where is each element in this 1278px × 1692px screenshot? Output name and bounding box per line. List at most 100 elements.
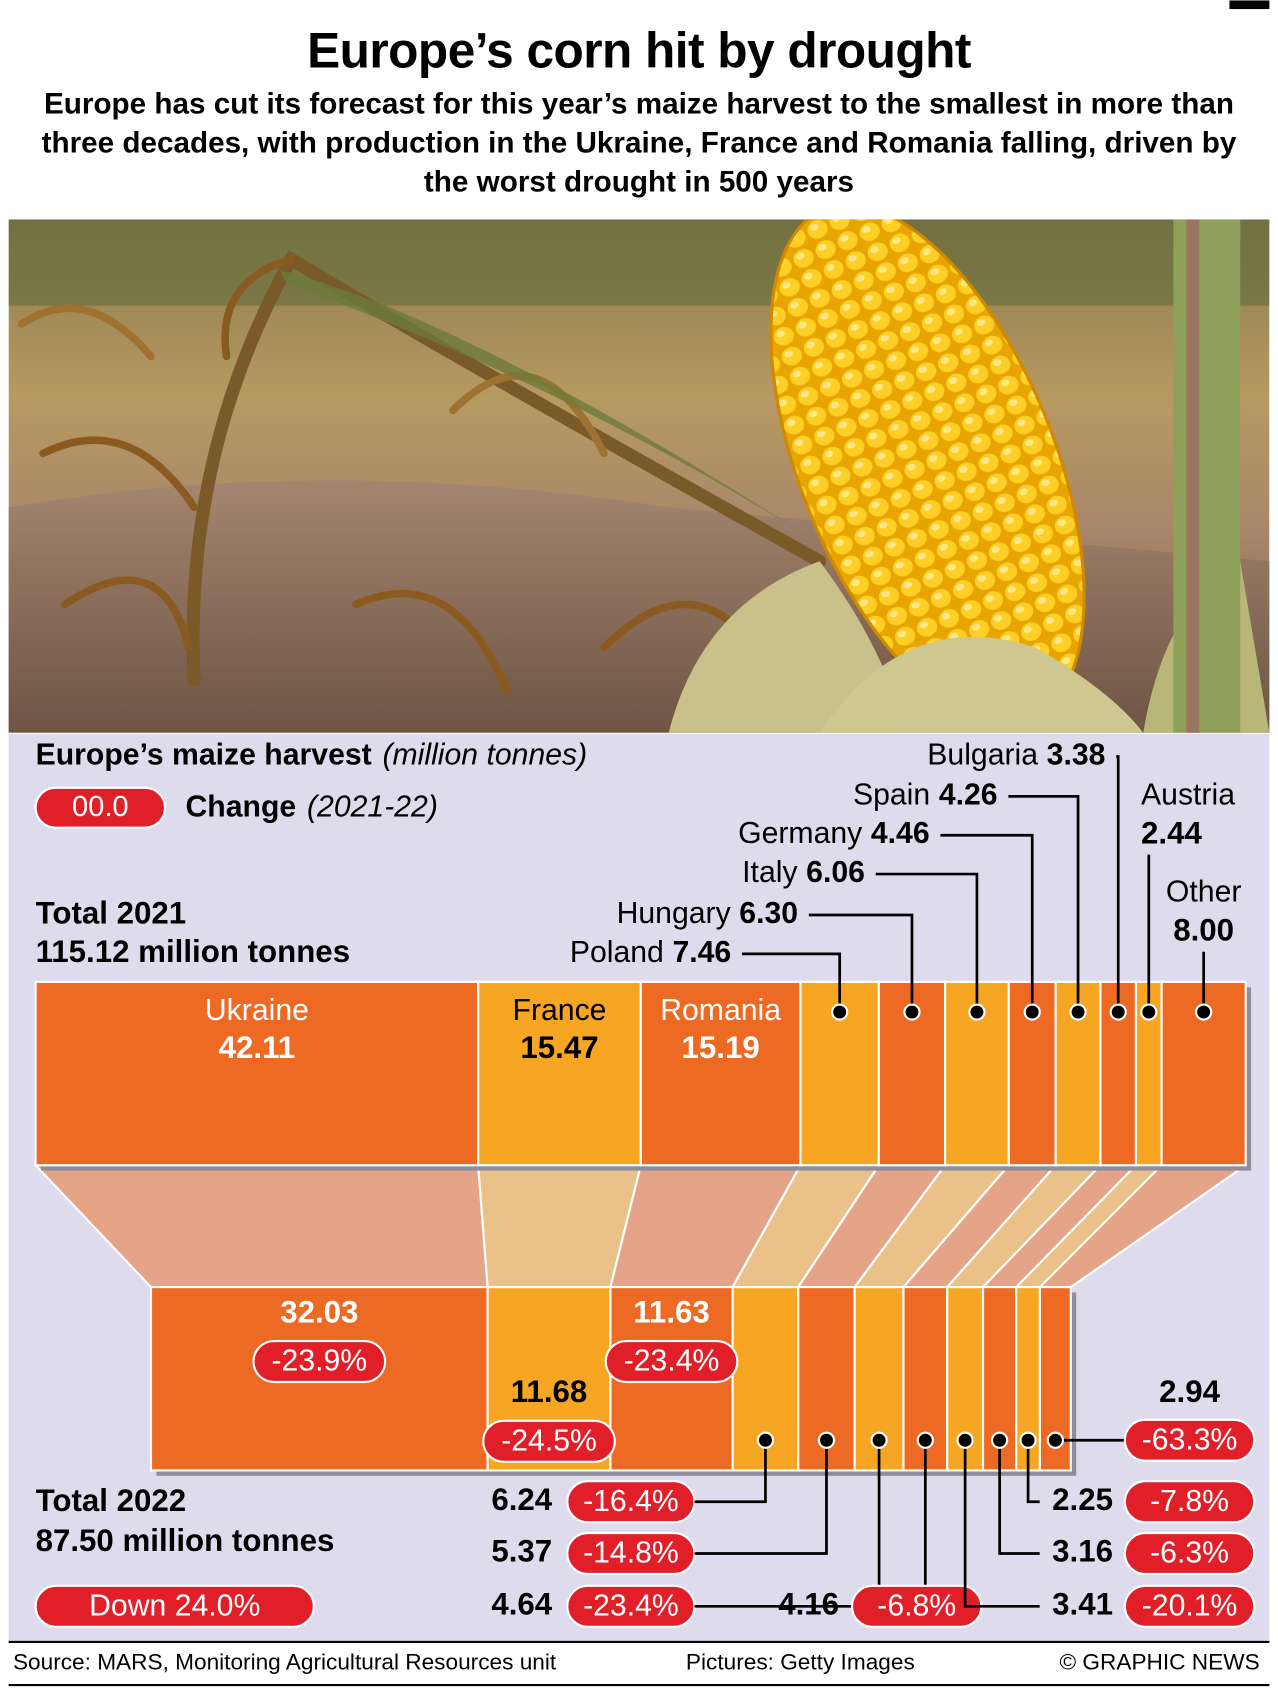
header: Europe’s corn hit by drought Europe has …	[22, 20, 1257, 201]
change-pill	[1123, 1531, 1256, 1576]
legend-label: Change	[185, 790, 296, 823]
subtitle: Europe has cut its forecast for this yea…	[41, 86, 1237, 198]
category-label: Spain	[853, 778, 930, 811]
leader-dot	[916, 1431, 934, 1449]
source: Source: MARS, Monitoring Agricultural Re…	[13, 1649, 557, 1674]
category-label: Germany	[738, 817, 863, 850]
bar-segment	[639, 980, 802, 1167]
value-label: 32.03	[280, 1294, 358, 1329]
change-pill	[1123, 1418, 1256, 1462]
legend-line: Change (2021-22)	[185, 790, 437, 823]
change-pill	[1123, 1480, 1256, 1524]
category-label: Italy	[742, 856, 798, 889]
category-label: Other	[1166, 875, 1242, 908]
change-pill	[604, 1339, 739, 1384]
bar-segment	[1007, 980, 1057, 1167]
category-value-label: Italy 6.06	[742, 856, 865, 889]
change-label: -23.4%	[583, 1589, 679, 1622]
leader-line	[694, 1440, 767, 1504]
change-label: -7.8%	[1150, 1485, 1229, 1518]
value-label: 2.44	[1141, 815, 1202, 850]
photo	[8, 219, 1270, 733]
leader-dot	[1019, 1431, 1037, 1449]
leader-line	[998, 1440, 1040, 1555]
change-label: -23.9%	[271, 1345, 367, 1378]
total-2022-name: Total 2022	[36, 1483, 187, 1518]
leader-line	[1026, 1440, 1040, 1504]
leader-line	[741, 952, 842, 1013]
legend-period: (2021-22)	[307, 790, 438, 823]
overall-change: Down 24.0%	[89, 1589, 260, 1622]
value-label: 11.63	[633, 1294, 710, 1329]
leader-dot	[1195, 1003, 1213, 1021]
value-label: 6.06	[806, 856, 865, 889]
copyright: © GRAPHIC NEWS	[1059, 1649, 1259, 1674]
change-pill	[252, 1339, 387, 1384]
value-label: 4.46	[871, 817, 930, 850]
category-value-label: Germany 4.46	[738, 817, 930, 850]
category-label: Bulgaria	[927, 738, 1038, 771]
change-pill	[1123, 1584, 1256, 1628]
leader-dot	[968, 1003, 986, 1021]
leader-line	[963, 1440, 1040, 1608]
heading: Europe’s maize harvest	[36, 738, 372, 771]
category-label: Ukraine	[205, 994, 309, 1027]
value-label: 15.19	[682, 1030, 760, 1065]
leader-line	[940, 833, 1034, 1013]
leader-dot	[756, 1431, 775, 1449]
value-label: 2.25	[1052, 1482, 1113, 1517]
heading-line: Europe’s maize harvest (million tonnes)	[36, 738, 588, 771]
bar-segment	[34, 980, 480, 1167]
category-value-label: Poland 7.46	[570, 936, 731, 969]
change-label: -63.3%	[1142, 1423, 1238, 1456]
category-label: France	[513, 994, 607, 1027]
bar-segment	[731, 1286, 800, 1472]
leader-line	[875, 872, 979, 1013]
value-label: 7.46	[672, 936, 731, 969]
total-2021-name: Total 2021	[36, 895, 187, 930]
change-label: -6.3%	[1150, 1537, 1229, 1570]
legend-sample: 00.0	[72, 791, 129, 823]
overall-pill	[34, 1584, 315, 1628]
value-label: 3.38	[1047, 738, 1106, 771]
unit: (million tonnes)	[382, 738, 587, 771]
value-label: 2.94	[1159, 1374, 1220, 1409]
leader-dot	[1109, 1003, 1127, 1021]
value-label: 6.30	[739, 897, 798, 930]
value-label: 4.16	[778, 1587, 839, 1622]
leader-dot	[831, 1003, 849, 1021]
leader-dot	[1046, 1431, 1064, 1449]
value-label: 42.11	[219, 1030, 296, 1065]
leader-dot	[870, 1431, 888, 1449]
leader-line	[694, 1440, 828, 1555]
category-value-label: Bulgaria 3.38	[927, 738, 1105, 771]
leader-dot	[1023, 1003, 1041, 1021]
value-label: 8.00	[1173, 913, 1234, 948]
leader-dot	[903, 1003, 921, 1021]
leader-dot	[991, 1431, 1009, 1449]
change-label: -23.4%	[624, 1345, 720, 1378]
leader-dot	[1140, 1003, 1158, 1021]
change-label: -14.8%	[583, 1537, 679, 1570]
leader-dot	[956, 1431, 974, 1449]
leader-line	[1116, 755, 1120, 1013]
category-value-label: Hungary 6.30	[617, 897, 799, 930]
category-label: Poland	[570, 936, 664, 969]
change-label: -24.5%	[501, 1424, 597, 1457]
leader-line	[808, 913, 914, 1013]
category-label: Austria	[1141, 778, 1235, 811]
change-label: -6.8%	[877, 1589, 956, 1622]
category-label: Romania	[660, 994, 781, 1027]
header-block: Europe’s corn hit by drought Europe has …	[22, 20, 1257, 201]
change-label: -16.4%	[583, 1485, 679, 1518]
legend-pill	[34, 786, 167, 829]
value-label: 3.41	[1052, 1587, 1113, 1622]
change-pill	[482, 1419, 616, 1463]
value-label: 6.24	[491, 1482, 552, 1517]
total-2022-label: 87.50 million tonnes	[36, 1523, 335, 1558]
title: Europe’s corn hit by drought	[307, 22, 971, 79]
leader-line	[1008, 795, 1080, 1013]
